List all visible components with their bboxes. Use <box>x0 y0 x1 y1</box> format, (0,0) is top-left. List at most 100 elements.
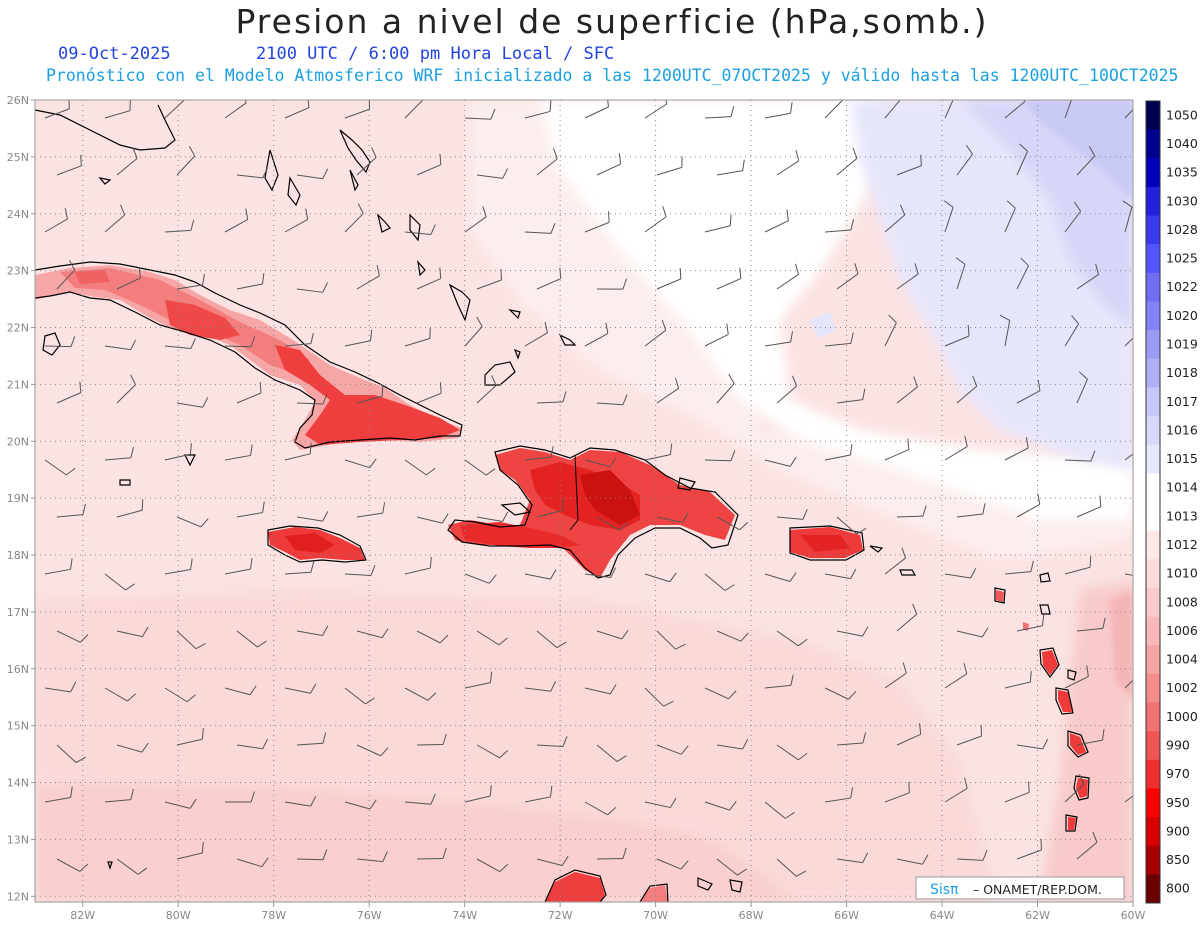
wind-barb <box>776 509 808 520</box>
credit-box: Sisπ – ONAMET/REP.DOM. <box>915 876 1125 900</box>
wind-barb <box>176 516 209 528</box>
colorbar-swatch <box>1146 215 1160 245</box>
wind-barb <box>536 267 562 290</box>
wind-barb <box>956 627 989 638</box>
wind-barb <box>956 850 988 861</box>
wind-barb <box>296 732 327 746</box>
wind-barb <box>104 573 135 591</box>
wind-barb <box>1004 200 1016 233</box>
wind-barb <box>704 214 732 233</box>
wind-barb <box>999 314 1011 347</box>
colorbar-label: 900 <box>1166 823 1190 838</box>
wind-barb <box>296 282 329 293</box>
wind-barb <box>296 625 329 636</box>
wind-barb <box>944 663 968 689</box>
wind-barb <box>1064 315 1080 347</box>
wind-barb <box>1124 453 1133 461</box>
colorbar-label: 1030 <box>1166 193 1198 208</box>
wind-barb <box>176 728 204 746</box>
wind-barb <box>656 512 689 523</box>
wind-barb <box>56 503 86 518</box>
colorbar-swatch <box>1146 645 1160 675</box>
wind-barb <box>584 100 609 119</box>
wind-barb <box>224 444 253 461</box>
wind-barb <box>56 858 89 872</box>
colorbar: 1050 1040 1035 1030 1028 1025 1022 1020 1019 1018… <box>1145 100 1198 904</box>
wind-barb <box>1016 257 1029 290</box>
wind-barb <box>1064 201 1082 233</box>
lon-tick-label: 76W <box>357 909 382 922</box>
wind-barb <box>1076 146 1096 176</box>
wind-barb <box>56 154 82 176</box>
wind-barb <box>896 723 922 746</box>
wind-barb <box>596 516 629 531</box>
wind-barb <box>584 567 617 578</box>
wind-barb <box>536 856 569 867</box>
wind-barb <box>956 375 978 404</box>
wind-barb <box>536 148 558 176</box>
wind-barb <box>224 558 253 575</box>
wind-barb <box>884 662 907 689</box>
lon-tick-label: 62W <box>1025 909 1050 922</box>
colorbar-swatch <box>1146 559 1160 589</box>
wind-barb <box>344 329 373 347</box>
wind-barb <box>104 788 134 803</box>
wind-barb <box>296 849 328 861</box>
colorbar-label: 1004 <box>1166 652 1198 667</box>
wind-barb <box>56 381 82 404</box>
lon-tick-label: 74W <box>452 909 477 922</box>
wind-barb <box>284 332 314 347</box>
wind-barb <box>764 456 797 467</box>
wind-barb <box>116 148 138 176</box>
wind-barb <box>1016 143 1029 176</box>
wind-barb <box>464 316 483 347</box>
colorbar-swatch <box>1146 272 1160 302</box>
wind-barb <box>884 314 897 347</box>
lon-tick-label: 70W <box>643 909 668 922</box>
wind-barb <box>956 503 986 518</box>
wind-barb <box>476 511 509 522</box>
wind-barb <box>224 336 256 348</box>
colorbar-label: 1006 <box>1166 623 1198 638</box>
wind-barb <box>236 738 269 750</box>
wind-barb <box>764 331 794 347</box>
wind-barb <box>704 323 729 347</box>
wind-barb <box>236 381 262 404</box>
wind-barb <box>1004 100 1026 119</box>
colorbar-label: 1028 <box>1166 222 1198 237</box>
wind-barb <box>416 153 442 176</box>
wind-barb <box>896 603 918 632</box>
wind-barb <box>164 687 196 703</box>
wind-barb <box>404 100 424 119</box>
wind-barb <box>584 322 609 347</box>
wind-barb <box>44 100 70 119</box>
wind-barb <box>164 338 196 350</box>
wind-barb <box>776 858 807 877</box>
wind-barb <box>884 781 910 803</box>
wind-barb <box>956 144 973 176</box>
colorbar-swatch <box>1146 731 1160 761</box>
wind-barb <box>584 684 617 695</box>
colorbar-swatch <box>1146 158 1160 188</box>
wind-barb <box>596 629 629 640</box>
wind-barb <box>536 391 567 404</box>
wind-barb <box>884 547 907 575</box>
wind-barb <box>596 278 627 290</box>
wind-barb <box>524 681 556 692</box>
wind-barb <box>404 327 431 347</box>
colorbar-swatch <box>1146 387 1160 417</box>
colorbar-label: 970 <box>1166 766 1190 781</box>
wind-barb <box>944 568 977 579</box>
wind-barb <box>104 687 137 702</box>
wind-barb <box>284 100 310 119</box>
lon-tick-label: 82W <box>70 909 95 922</box>
lat-tick-label: 25N <box>7 151 29 164</box>
wind-barb <box>356 851 388 863</box>
colorbar-swatch <box>1146 616 1160 646</box>
wind-barb <box>176 842 204 860</box>
wind-barb <box>1124 108 1133 119</box>
wind-barb <box>944 435 968 461</box>
wind-barb <box>464 671 493 689</box>
wind-barb <box>284 561 315 575</box>
wind-barb <box>356 502 386 518</box>
